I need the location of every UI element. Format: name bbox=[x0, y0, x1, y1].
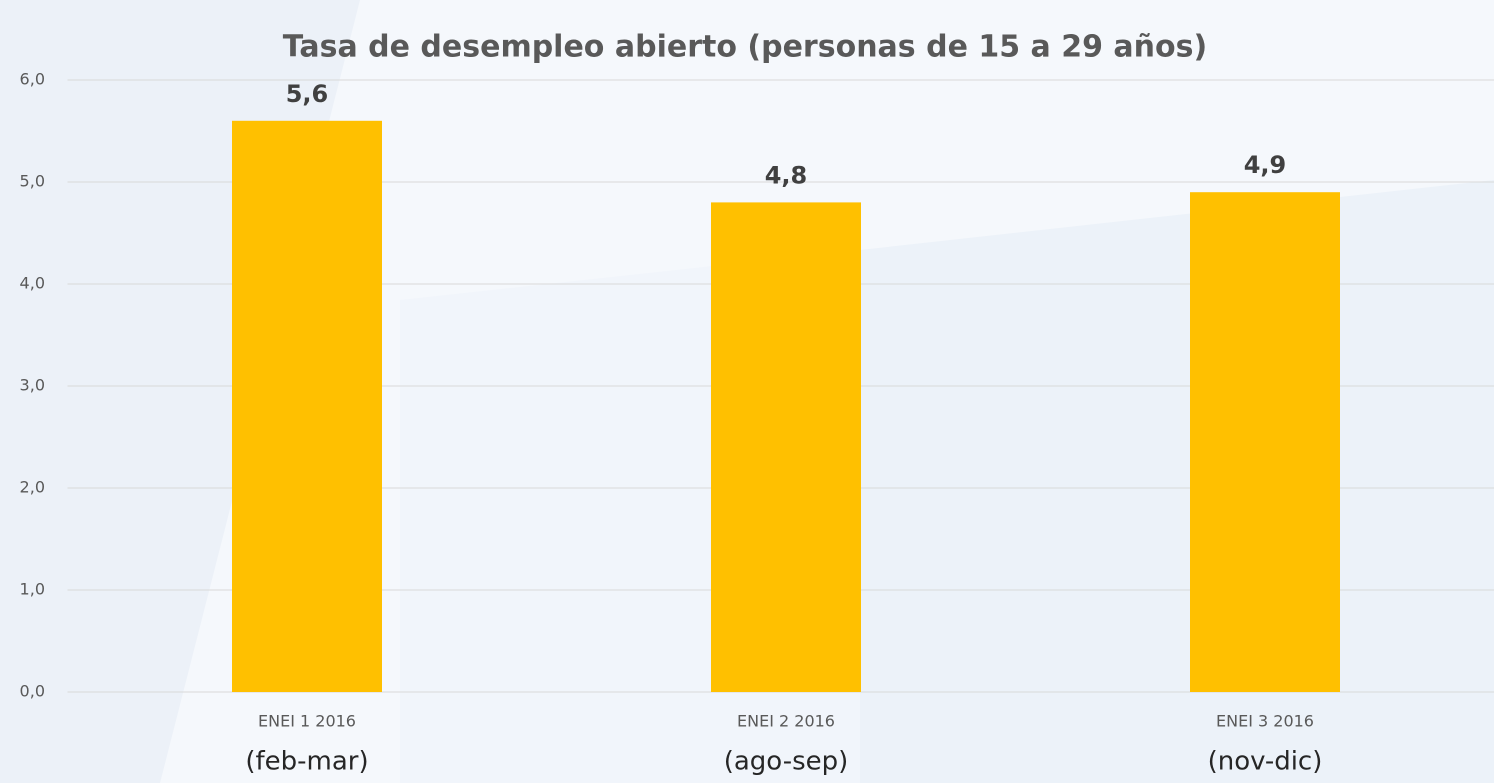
background-shape bbox=[860, 180, 1494, 783]
x-tick-sublabel: (feb-mar) bbox=[245, 747, 368, 777]
value-label: 4,9 bbox=[1244, 151, 1287, 179]
y-tick-label: 0,0 bbox=[20, 682, 45, 701]
x-tick-label: ENEI 1 2016 bbox=[258, 712, 356, 731]
y-tick-label: 1,0 bbox=[20, 580, 45, 599]
y-tick-label: 3,0 bbox=[20, 376, 45, 395]
bar bbox=[711, 202, 861, 692]
x-tick-label: ENEI 2 2016 bbox=[737, 712, 835, 731]
x-tick-sublabel: (ago-sep) bbox=[724, 747, 849, 777]
bar bbox=[232, 120, 382, 693]
value-label: 4,8 bbox=[765, 161, 808, 189]
y-tick-label: 2,0 bbox=[20, 478, 45, 497]
value-label: 5,6 bbox=[286, 80, 329, 108]
x-tick-sublabel: (nov-dic) bbox=[1208, 747, 1323, 777]
bar bbox=[1190, 192, 1340, 692]
x-tick-label: ENEI 3 2016 bbox=[1216, 712, 1314, 731]
y-tick-label: 6,0 bbox=[20, 70, 45, 89]
y-tick-label: 4,0 bbox=[20, 274, 45, 293]
y-tick-label: 5,0 bbox=[20, 172, 45, 191]
chart-title: Tasa de desempleo abierto (personas de 1… bbox=[283, 30, 1207, 65]
